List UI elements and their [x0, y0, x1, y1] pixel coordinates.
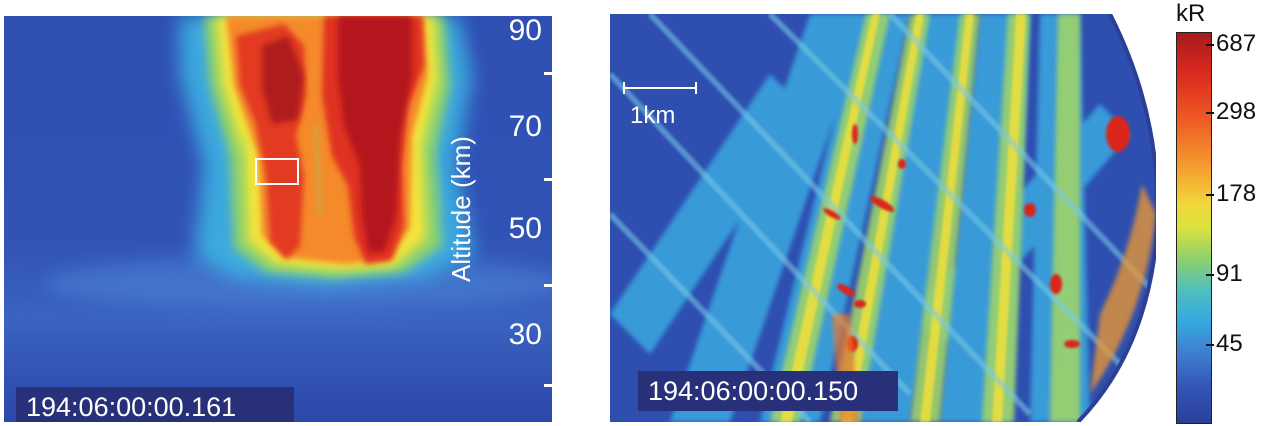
colorbar-tick-label: 178	[1216, 180, 1257, 207]
colorbar-tick-mark	[1206, 194, 1214, 196]
sprite-side-view-render	[4, 16, 552, 422]
altitude-tick-label: 70	[508, 110, 542, 143]
altitude-tick-mark	[544, 72, 552, 75]
altitude-tick-mark	[544, 384, 552, 387]
sprite-top-view-image: 1km 194:06:00:00.150	[610, 14, 1156, 422]
scale-bar	[623, 82, 697, 94]
colorbar-tick-label: 91	[1216, 260, 1243, 287]
altitude-tick-mark	[544, 178, 552, 181]
right-timestamp: 194:06:00:00.150	[638, 371, 898, 411]
altitude-axis-label: Altitude (km)	[446, 136, 476, 282]
colorbar-tick-mark	[1206, 44, 1214, 46]
altitude-tick-label: 30	[508, 318, 542, 351]
sprite-side-view-image: 194:06:00:00.161	[4, 16, 552, 422]
sprite-top-view-render	[610, 14, 1156, 422]
altitude-tick-label: 50	[508, 212, 542, 245]
scale-bar-label: 1km	[630, 102, 676, 129]
colorbar-tick-mark	[1206, 112, 1214, 114]
colorbar-tick-label: 45	[1216, 330, 1243, 357]
region-box	[255, 158, 299, 185]
colorbar-unit-label: kR	[1176, 0, 1206, 27]
left-timestamp: 194:06:00:00.161	[16, 387, 294, 422]
colorbar-tick-mark	[1206, 274, 1214, 276]
colorbar	[1176, 32, 1212, 424]
altitude-tick-mark	[544, 284, 552, 287]
colorbar-tick-mark	[1206, 344, 1214, 346]
colorbar-tick-label: 687	[1216, 30, 1257, 57]
colorbar-tick-label: 298	[1216, 98, 1257, 125]
altitude-tick-label: 90	[508, 14, 542, 47]
